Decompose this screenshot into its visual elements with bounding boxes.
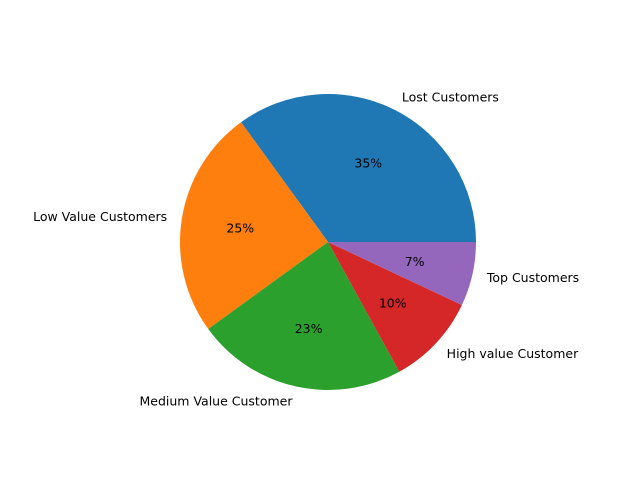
category-label-low-value-customers: Low Value Customers [33, 209, 167, 224]
pie-slice-top-customers [328, 242, 476, 306]
pie-slice-high-value-customer [328, 242, 462, 372]
category-label-top-customers: Top Customers [486, 270, 579, 285]
pct-label-lost-customers: 35% [354, 155, 382, 170]
category-label-medium-value-customer: Medium Value Customer [140, 393, 294, 408]
category-labels: Lost Customers Low Value Customers Medium … [33, 89, 579, 408]
pie-slice-medium-value-customer [208, 242, 400, 391]
category-label-lost-customers: Lost Customers [402, 89, 499, 104]
percentage-labels: 35% 25% 23% 10% 7% [226, 155, 424, 336]
pct-label-low-value-customers: 25% [226, 221, 254, 236]
pct-label-medium-value-customer: 23% [295, 321, 323, 336]
pct-label-high-value-customer: 10% [379, 295, 407, 310]
pie-slice-lost-customers [241, 94, 477, 242]
pct-label-top-customers: 7% [405, 254, 425, 269]
pie-slices [180, 94, 477, 391]
category-label-high-value-customer: High value Customer [447, 346, 579, 361]
pie-slice-low-value-customers [180, 122, 328, 329]
